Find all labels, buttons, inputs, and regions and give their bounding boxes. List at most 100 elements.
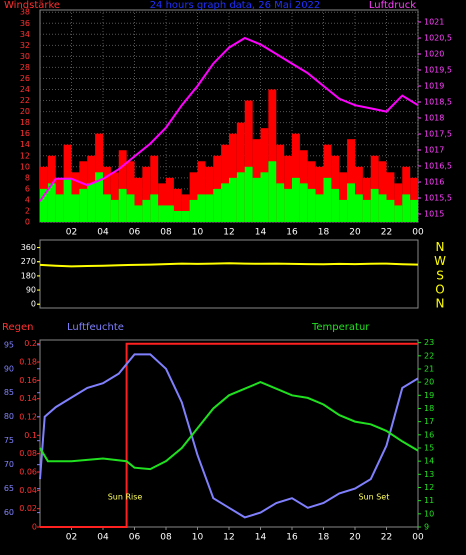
bar — [362, 199, 371, 222]
bar — [71, 194, 80, 222]
bar — [47, 183, 56, 222]
bar — [386, 199, 395, 222]
y-tick-label: 28 — [20, 63, 30, 72]
bar — [95, 172, 103, 222]
y2-tick-label: 95 — [4, 340, 14, 349]
bar — [103, 194, 111, 222]
bar — [173, 210, 182, 222]
y2-tick-label: 1019,5 — [424, 66, 452, 75]
y2-tick-label: 80 — [4, 412, 14, 421]
bar — [410, 177, 418, 222]
y3-tick-label: 19 — [424, 391, 434, 400]
series-line — [40, 342, 418, 528]
y-tick-label: 22 — [20, 96, 30, 105]
y2-tick-label: O — [435, 283, 444, 297]
x-tick-label: 02 — [66, 533, 77, 543]
bar — [244, 166, 253, 222]
y-tick-label: 0.1 — [24, 431, 37, 440]
y2-tick-label: 60 — [4, 508, 14, 517]
y2-tick-label: 1020,5 — [424, 34, 452, 43]
bar — [63, 177, 72, 222]
bar — [166, 177, 174, 222]
bar — [189, 172, 198, 222]
bar — [268, 161, 277, 222]
y-tick-label: 34 — [20, 30, 30, 39]
bar — [150, 155, 159, 222]
y3-tick-label: 12 — [424, 483, 434, 492]
x-tick-label: 08 — [160, 533, 172, 543]
y-tick-label: 0.06 — [19, 468, 37, 477]
bar — [276, 144, 285, 222]
series-line — [39, 353, 419, 519]
series-line — [39, 262, 419, 268]
y3-tick-label: 11 — [424, 496, 434, 505]
bar — [229, 177, 237, 222]
y-tick-label: 18 — [20, 118, 30, 127]
y2-tick-label: 1021 — [424, 18, 444, 27]
y2-tick-label: 1015 — [424, 210, 444, 219]
y-tick-label: 38 — [20, 8, 30, 17]
x-tick-label: 16 — [286, 228, 298, 238]
bar — [158, 205, 166, 222]
y3-tick-label: 13 — [424, 470, 434, 479]
y2-tick-label: 1018 — [424, 114, 444, 123]
bar — [181, 210, 190, 222]
x-tick-label: 06 — [129, 228, 141, 238]
y-tick-label: 0.08 — [19, 449, 37, 458]
y-tick-label: 26 — [20, 74, 30, 83]
y-tick-label: 0.16 — [19, 376, 37, 385]
bar — [252, 177, 261, 222]
y2-tick-label: 1018,5 — [424, 98, 452, 107]
y-tick-label: 4 — [25, 195, 30, 204]
y2-tick-label: 70 — [4, 460, 14, 469]
bar — [347, 139, 355, 222]
y3-tick-label: 9 — [424, 523, 429, 532]
y-tick-label: 0.04 — [19, 486, 37, 495]
x-tick-label: 20 — [349, 228, 361, 238]
y2-tick-label: 90 — [4, 364, 14, 373]
bar — [339, 172, 348, 222]
x-tick-label: 14 — [255, 533, 267, 543]
y-tick-label: 0.02 — [19, 504, 37, 513]
bar — [394, 205, 403, 222]
y-tick-label: 20 — [20, 107, 30, 116]
bar — [292, 177, 300, 222]
bar — [410, 199, 418, 222]
x-tick-label: 22 — [381, 533, 392, 543]
bar — [276, 183, 285, 222]
y-tick-label: 24 — [20, 85, 30, 94]
x-tick-label: 04 — [97, 228, 109, 238]
y2-tick-label: 75 — [4, 436, 14, 445]
y2-tick-label: 1015,5 — [424, 194, 452, 203]
bar — [236, 172, 245, 222]
y-tick-label: 0 — [32, 523, 37, 532]
bar — [87, 183, 96, 222]
bar — [181, 194, 190, 222]
bar — [79, 188, 88, 222]
bar — [189, 199, 198, 222]
y-tick-label: 6 — [25, 184, 30, 193]
bar — [370, 188, 379, 222]
bar — [126, 194, 135, 222]
bar — [315, 194, 324, 222]
bar — [55, 194, 64, 222]
y3-tick-label: 16 — [424, 430, 434, 439]
x-tick-label: 04 — [97, 533, 109, 543]
bar — [150, 194, 159, 222]
plot-area — [39, 239, 419, 309]
y-tick-label: 32 — [20, 41, 30, 50]
bar — [158, 183, 166, 222]
y-label: Regen — [2, 322, 34, 333]
y-tick-label: 2 — [25, 206, 30, 215]
annotation: Sun Set — [358, 493, 389, 502]
bar — [213, 188, 222, 222]
bar — [134, 205, 143, 222]
y-tick-label: 30 — [20, 52, 30, 61]
y3-tick-label: 20 — [424, 378, 434, 387]
y2-tick-label: N — [436, 240, 445, 254]
y3-tick-label: 23 — [424, 338, 434, 347]
y-tick-label: 360 — [21, 243, 36, 252]
x-tick-label: 08 — [160, 228, 172, 238]
y2-tick-label: S — [436, 268, 444, 282]
bar — [40, 188, 48, 222]
